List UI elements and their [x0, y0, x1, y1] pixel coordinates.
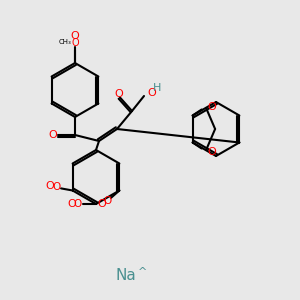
Text: O: O	[147, 88, 156, 98]
Text: O: O	[71, 38, 79, 48]
Text: O: O	[103, 196, 112, 206]
Text: O: O	[70, 31, 80, 41]
Text: O: O	[208, 101, 216, 112]
Text: O: O	[208, 146, 216, 157]
Text: Na: Na	[116, 268, 136, 284]
Text: O: O	[114, 89, 123, 99]
Text: O: O	[74, 199, 82, 209]
Text: O: O	[49, 130, 58, 140]
Text: O: O	[46, 181, 55, 191]
Text: H: H	[153, 83, 161, 94]
Text: O: O	[97, 199, 106, 209]
Text: O: O	[67, 199, 76, 209]
Text: O: O	[52, 182, 60, 193]
Text: CH₃: CH₃	[58, 39, 71, 45]
Text: ^: ^	[138, 266, 147, 277]
